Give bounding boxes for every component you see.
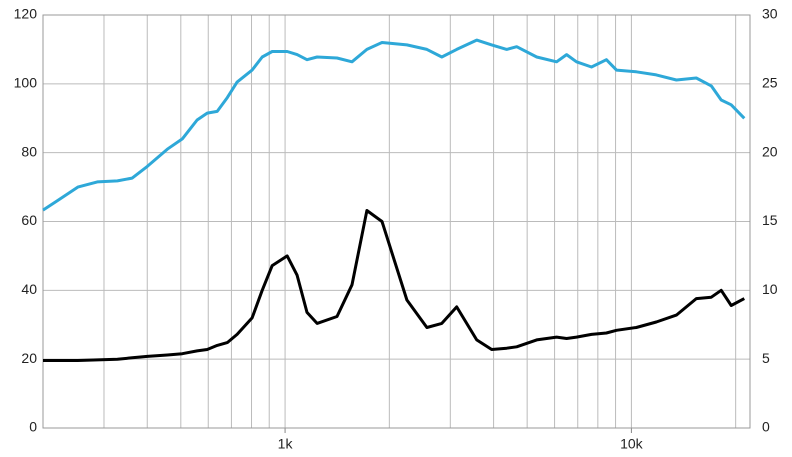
- x-tick-label: 1k: [278, 436, 294, 452]
- y2-tick-label: 10: [762, 281, 778, 297]
- y2-tick-label: 30: [762, 6, 778, 22]
- series-line: [43, 209, 745, 362]
- y2-tick-label: 15: [762, 212, 778, 228]
- plot-frame: [42, 14, 751, 429]
- x-tick-label: 10k: [620, 436, 644, 452]
- y2-tick-label: 25: [762, 75, 778, 91]
- y-tick-label: 0: [29, 419, 37, 435]
- y-tick-label: 60: [21, 212, 37, 228]
- y-tick-label: 40: [21, 281, 37, 297]
- series-line: [42, 38, 746, 212]
- y-tick-label: 100: [14, 75, 38, 91]
- y2-tick-label: 5: [762, 350, 770, 366]
- y-tick-label: 20: [21, 350, 37, 366]
- y-tick-label: 120: [14, 6, 38, 22]
- y2-tick-label: 0: [762, 419, 770, 435]
- y-tick-label: 80: [21, 143, 37, 159]
- y2-tick-label: 20: [762, 143, 778, 159]
